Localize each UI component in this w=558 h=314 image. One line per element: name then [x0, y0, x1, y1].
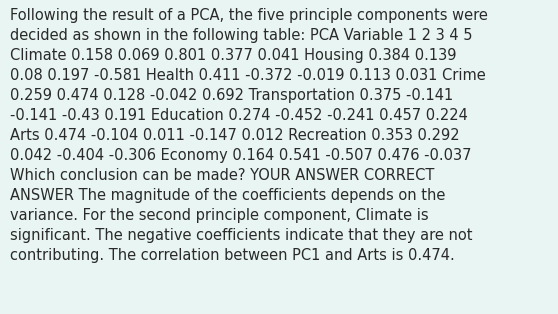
Text: Following the result of a PCA, the five principle components were
decided as sho: Following the result of a PCA, the five …	[10, 8, 488, 263]
